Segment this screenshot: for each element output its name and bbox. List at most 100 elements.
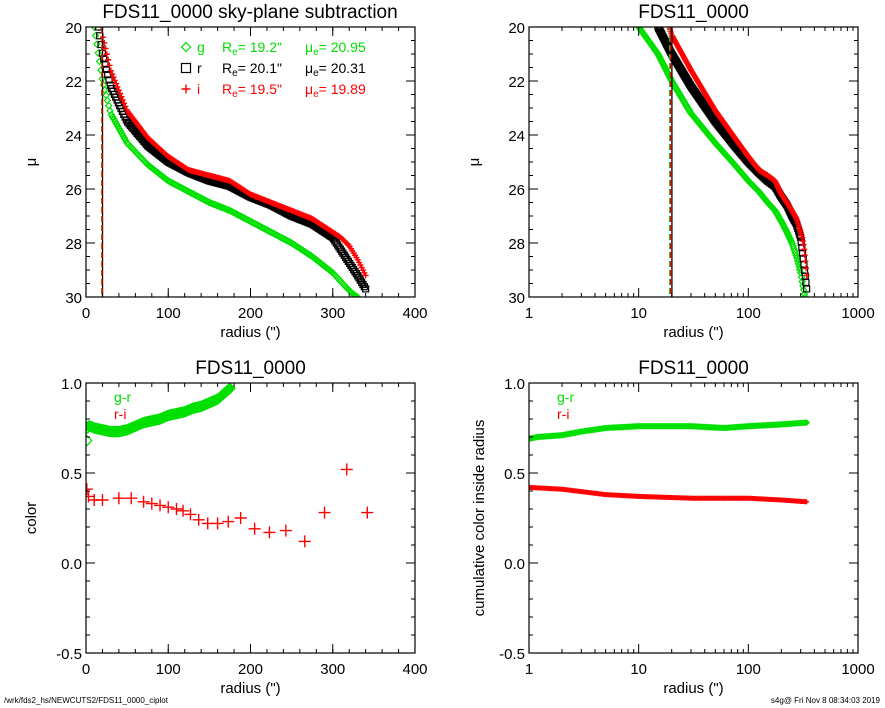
data-point-g-r bbox=[800, 419, 808, 427]
data-point-r-i bbox=[222, 515, 235, 528]
x-tick-label: 0 bbox=[82, 661, 90, 678]
x-tick-label: 200 bbox=[238, 661, 263, 678]
data-point-r-i bbox=[96, 494, 109, 506]
mu-symbol: μ bbox=[305, 60, 313, 76]
data-point-i bbox=[113, 80, 120, 87]
footer-path: /wrk/fds2_hs/NEWCUTS2/FDS11_0000_ciplot bbox=[4, 696, 169, 705]
data-point-r-i bbox=[361, 506, 374, 519]
x-tick-label: 10 bbox=[630, 661, 647, 678]
data-point-i bbox=[106, 62, 113, 69]
data-point-i bbox=[115, 87, 122, 94]
x-tick-label: 1000 bbox=[841, 305, 874, 322]
data-point-g bbox=[93, 40, 101, 49]
data-point-g bbox=[106, 106, 114, 115]
data-point-r-i bbox=[234, 512, 247, 524]
legend-marker-r bbox=[180, 62, 192, 74]
legend-gr: g-r bbox=[557, 389, 574, 405]
legend-mu: μe= 20.31 bbox=[305, 60, 366, 79]
x-tick-label: 300 bbox=[320, 305, 345, 322]
y-axis-label: μ bbox=[466, 158, 483, 167]
data-point-i bbox=[117, 90, 124, 97]
x-tick-label: 100 bbox=[156, 661, 181, 678]
y-tick-label: 26 bbox=[65, 182, 82, 199]
y-tick-label: 0.0 bbox=[61, 556, 82, 573]
data-point-g bbox=[119, 132, 128, 140]
data-point-i bbox=[110, 74, 117, 81]
x-tick-label: 400 bbox=[402, 661, 427, 678]
y-axis-label: cumulative color inside radius bbox=[471, 420, 488, 617]
data-point-r bbox=[94, 27, 102, 31]
data-point-g bbox=[118, 129, 126, 138]
panel-profile-log: FDS11_0000 1 10 100 1000 20 22 24 26 28 30 radius (… bbox=[466, 2, 875, 341]
y-tick-label: 28 bbox=[65, 236, 82, 253]
mu-subscript: e bbox=[313, 47, 319, 58]
x-tick-label: 1 bbox=[525, 305, 533, 322]
legend-ri: r-i bbox=[114, 406, 126, 422]
legend-entry-i: i Re= 19.5" μe= 19.89 bbox=[181, 81, 366, 100]
data-point-r-i bbox=[154, 499, 167, 512]
data-point-g bbox=[91, 31, 100, 40]
mu-subscript: e bbox=[313, 89, 319, 100]
y-tick-label: 30 bbox=[508, 290, 525, 307]
x-tick-label: 1 bbox=[525, 661, 533, 678]
x-axis-label: radius (") bbox=[220, 680, 280, 697]
panel-profile-linear: FDS11_0000 sky-plane subtraction 0 100 200 3… bbox=[23, 2, 428, 341]
data-point-r-i bbox=[263, 526, 276, 539]
data-point-g bbox=[112, 120, 121, 128]
data-point-g bbox=[793, 257, 802, 265]
data-point-g bbox=[801, 293, 810, 297]
y-tick-label: 22 bbox=[65, 74, 82, 91]
data-point-g-r bbox=[224, 383, 236, 395]
x-tick-label: 100 bbox=[156, 305, 181, 322]
legend-entry-g: g Re= 19.2" μe= 20.95 bbox=[180, 39, 366, 58]
x-axis-label: radius (") bbox=[220, 324, 280, 341]
y-tick-label: -0.5 bbox=[56, 646, 82, 663]
legend-band: r bbox=[197, 60, 202, 76]
data-point-i bbox=[109, 70, 116, 77]
chart-title: FDS11_0000 bbox=[638, 2, 749, 23]
data-point-r-i bbox=[184, 508, 197, 521]
re-symbol: R bbox=[222, 60, 232, 76]
legend-mu: μe= 20.95 bbox=[305, 39, 366, 58]
re-subscript: e bbox=[232, 68, 238, 79]
data-point-g-r bbox=[803, 419, 810, 426]
data-point-g bbox=[120, 134, 129, 143]
legend-marker-g bbox=[180, 41, 192, 53]
x-tick-label: 200 bbox=[238, 305, 263, 322]
data-point-g bbox=[793, 254, 801, 262]
data-point-g bbox=[108, 113, 117, 121]
re-value: = 19.2" bbox=[238, 39, 282, 55]
x-axis-label: radius (") bbox=[663, 324, 723, 341]
data-point-r-i bbox=[170, 503, 183, 515]
data-point-g bbox=[107, 110, 116, 119]
x-tick-label: 100 bbox=[736, 305, 761, 322]
data-point-g bbox=[785, 233, 794, 242]
y-tick-label: 0.5 bbox=[61, 466, 82, 483]
data-point-r-i bbox=[318, 506, 331, 519]
y-tick-label: 20 bbox=[508, 20, 525, 37]
data-point-r-i bbox=[112, 492, 125, 505]
data-point-r-i bbox=[86, 483, 93, 496]
data-point-r-i bbox=[248, 522, 261, 535]
data-point-r-i bbox=[211, 517, 224, 530]
y-axis-label: μ bbox=[23, 158, 40, 167]
data-point-i bbox=[119, 96, 126, 103]
mu-value: = 20.95 bbox=[319, 39, 366, 55]
plot-frame bbox=[528, 26, 859, 298]
data-point-g-r bbox=[86, 434, 93, 447]
x-tick-label: 1000 bbox=[841, 661, 874, 678]
data-point-g bbox=[104, 101, 113, 110]
data-point-i bbox=[362, 272, 369, 279]
data-point-i bbox=[802, 258, 809, 265]
data-point-r bbox=[803, 285, 811, 293]
data-layer bbox=[86, 383, 374, 548]
x-tick-label: 10 bbox=[630, 305, 647, 322]
y-tick-label: 24 bbox=[65, 128, 82, 145]
panel-color-linear: FDS11_0000 0 100 200 300 400 -0.5 0.0 0.5 1.0 radi… bbox=[23, 358, 428, 697]
y-axis-label: color bbox=[23, 502, 40, 535]
x-axis-label: radius (") bbox=[663, 680, 723, 697]
data-point-i bbox=[102, 45, 109, 52]
y-tick-label: 0.5 bbox=[504, 466, 525, 483]
y-tick-label: 0.0 bbox=[504, 556, 525, 573]
data-point-r-i bbox=[192, 513, 205, 526]
